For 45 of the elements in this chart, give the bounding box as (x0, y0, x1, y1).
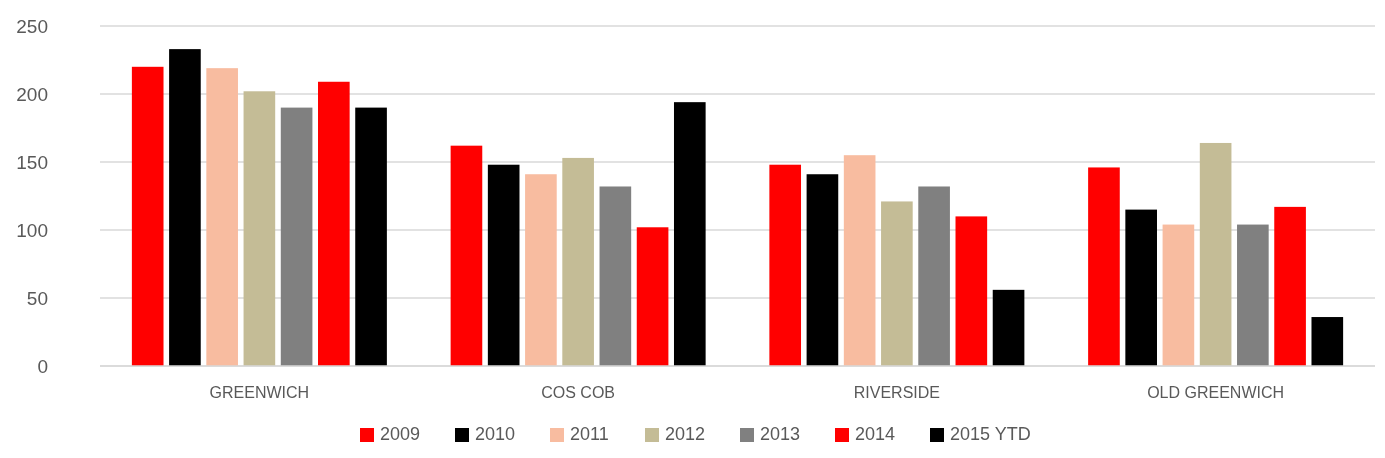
y-tick-label: 0 (37, 355, 48, 377)
bar (131, 66, 164, 366)
bar (769, 164, 802, 366)
bar (450, 145, 483, 366)
y-tick-label: 100 (16, 219, 48, 241)
y-tick-label: 50 (26, 287, 48, 309)
legend-label: 2013 (760, 424, 801, 444)
x-tick-label: COS COB (541, 384, 616, 401)
bar (918, 186, 950, 366)
bar (992, 289, 1025, 366)
bar (487, 164, 520, 366)
bar (673, 102, 706, 366)
legend-label: 2015 YTD (950, 424, 1031, 444)
legend-label: 2011 (570, 424, 609, 444)
y-tick-label: 250 (16, 15, 48, 37)
y-tick-label: 200 (16, 83, 48, 105)
legend-label: 2009 (380, 424, 421, 444)
bar (562, 157, 594, 366)
bar (1274, 206, 1306, 366)
bar (843, 155, 876, 366)
bar (1125, 209, 1157, 366)
bar (1311, 317, 1344, 366)
bar (636, 227, 669, 366)
bar (955, 216, 988, 366)
y-tick-label: 150 (16, 151, 48, 173)
bar (318, 81, 350, 366)
bar (806, 174, 839, 366)
bar (206, 68, 238, 366)
bar (599, 186, 632, 366)
bar (525, 174, 557, 366)
bar (1199, 142, 1232, 366)
x-tick-label: GREENWICH (209, 384, 310, 401)
x-tick-label: OLD GREENWICH (1147, 384, 1285, 401)
bar (355, 107, 387, 366)
x-tick-label: RIVERSIDE (853, 384, 940, 401)
legend-label: 2012 (665, 424, 706, 444)
bar (1162, 224, 1195, 366)
bar (881, 201, 913, 366)
bar (243, 91, 276, 366)
bar (1237, 224, 1269, 366)
bar (169, 49, 201, 366)
legend-label: 2014 (855, 424, 896, 444)
bar (1088, 167, 1120, 366)
bar (280, 107, 313, 366)
legend-label: 2010 (475, 424, 516, 444)
